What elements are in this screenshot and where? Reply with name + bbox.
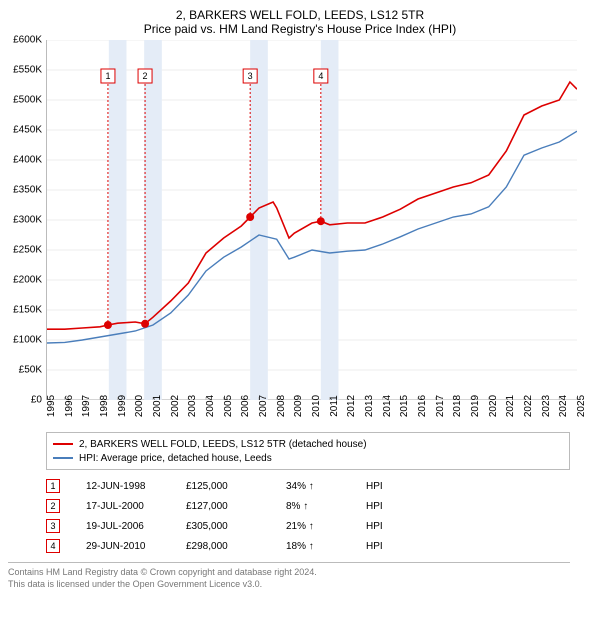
event-note: HPI <box>366 501 383 512</box>
x-axis-label: 2014 <box>382 395 393 417</box>
chart-title-line1: 2, BARKERS WELL FOLD, LEEDS, LS12 5TR <box>0 0 600 22</box>
marker-dot <box>104 321 112 329</box>
event-date: 19-JUL-2006 <box>86 521 166 532</box>
y-axis-label: £0 <box>31 395 42 406</box>
event-note: HPI <box>366 481 383 492</box>
y-axis-label: £400K <box>13 155 42 166</box>
event-date: 29-JUN-2010 <box>86 541 166 552</box>
y-axis-label: £50K <box>19 365 42 376</box>
plot-area: 1 2 3 4 <box>46 40 576 400</box>
x-axis-label: 2015 <box>399 395 410 417</box>
marker-badge: 1 <box>105 71 110 81</box>
legend-swatch <box>53 457 73 459</box>
event-delta: 8% ↑ <box>286 501 346 512</box>
marker-dot <box>317 217 325 225</box>
legend-row: HPI: Average price, detached house, Leed… <box>53 451 563 465</box>
event-badge: 1 <box>46 479 60 493</box>
event-delta: 21% ↑ <box>286 521 346 532</box>
x-axis: 1995199619971998199920002001200220032004… <box>46 400 576 430</box>
x-axis-label: 2002 <box>170 395 181 417</box>
x-axis-label: 2004 <box>205 395 216 417</box>
x-axis-label: 2024 <box>558 395 569 417</box>
event-row: 2 17-JUL-2000 £127,000 8% ↑ HPI <box>46 496 570 516</box>
event-delta: 34% ↑ <box>286 481 346 492</box>
x-axis-label: 1997 <box>81 395 92 417</box>
x-axis-label: 2025 <box>576 395 587 417</box>
marker-dot <box>246 213 254 221</box>
events-table: 1 12-JUN-1998 £125,000 34% ↑ HPI 2 17-JUL-2000… <box>46 476 570 556</box>
x-axis-label: 2009 <box>293 395 304 417</box>
plot-svg: 1 2 3 4 <box>47 40 577 400</box>
x-axis-label: 2001 <box>152 395 163 417</box>
event-price: £127,000 <box>186 501 266 512</box>
x-axis-label: 1995 <box>46 395 57 417</box>
footer: Contains HM Land Registry data © Crown c… <box>8 562 570 590</box>
x-axis-label: 2020 <box>488 395 499 417</box>
event-row: 4 29-JUN-2010 £298,000 18% ↑ HPI <box>46 536 570 556</box>
event-date: 17-JUL-2000 <box>86 501 166 512</box>
y-axis-label: £350K <box>13 185 42 196</box>
x-axis-label: 2019 <box>470 395 481 417</box>
event-badge: 2 <box>46 499 60 513</box>
event-badge: 3 <box>46 519 60 533</box>
marker-badge: 4 <box>318 71 323 81</box>
event-date: 12-JUN-1998 <box>86 481 166 492</box>
legend-row: 2, BARKERS WELL FOLD, LEEDS, LS12 5TR (d… <box>53 437 563 451</box>
x-axis-label: 2022 <box>523 395 534 417</box>
legend: 2, BARKERS WELL FOLD, LEEDS, LS12 5TR (d… <box>46 432 570 470</box>
marker-badge: 3 <box>248 71 253 81</box>
x-axis-label: 1996 <box>64 395 75 417</box>
footer-line2: This data is licensed under the Open Gov… <box>8 579 570 591</box>
x-axis-label: 2010 <box>311 395 322 417</box>
x-axis-label: 1998 <box>99 395 110 417</box>
x-axis-label: 2005 <box>223 395 234 417</box>
event-price: £125,000 <box>186 481 266 492</box>
y-axis-label: £250K <box>13 245 42 256</box>
event-row: 3 19-JUL-2006 £305,000 21% ↑ HPI <box>46 516 570 536</box>
event-delta: 18% ↑ <box>286 541 346 552</box>
chart-container: 2, BARKERS WELL FOLD, LEEDS, LS12 5TR Pr… <box>0 0 600 590</box>
legend-label: HPI: Average price, detached house, Leed… <box>79 453 272 464</box>
x-axis-label: 2018 <box>452 395 463 417</box>
event-row: 1 12-JUN-1998 £125,000 34% ↑ HPI <box>46 476 570 496</box>
event-note: HPI <box>366 521 383 532</box>
y-axis-label: £300K <box>13 215 42 226</box>
event-badge: 4 <box>46 539 60 553</box>
x-axis-label: 2003 <box>187 395 198 417</box>
legend-swatch <box>53 443 73 445</box>
x-axis-label: 2008 <box>276 395 287 417</box>
event-price: £305,000 <box>186 521 266 532</box>
y-axis-label: £500K <box>13 95 42 106</box>
y-axis-label: £100K <box>13 335 42 346</box>
y-axis-label: £450K <box>13 125 42 136</box>
y-axis-label: £150K <box>13 305 42 316</box>
event-price: £298,000 <box>186 541 266 552</box>
marker-dot <box>141 320 149 328</box>
y-axis-label: £200K <box>13 275 42 286</box>
chart-title-line2: Price paid vs. HM Land Registry's House … <box>0 22 600 40</box>
x-axis-label: 2016 <box>417 395 428 417</box>
y-axis-label: £550K <box>13 65 42 76</box>
x-axis-label: 2000 <box>134 395 145 417</box>
event-note: HPI <box>366 541 383 552</box>
x-axis-label: 2017 <box>435 395 446 417</box>
y-axis-label: £600K <box>13 35 42 46</box>
legend-label: 2, BARKERS WELL FOLD, LEEDS, LS12 5TR (d… <box>79 439 367 450</box>
x-axis-label: 2011 <box>329 395 340 417</box>
y-axis: £0£50K£100K£150K£200K£250K£300K£350K£400… <box>0 40 46 400</box>
x-axis-label: 2021 <box>505 395 516 417</box>
chart-area: £0 £50K £100K £150K £200K £250K £300K £350K £400… <box>0 40 600 430</box>
x-axis-label: 2012 <box>346 395 357 417</box>
x-axis-label: 2023 <box>541 395 552 417</box>
x-axis-label: 1999 <box>117 395 128 417</box>
x-axis-label: 2007 <box>258 395 269 417</box>
x-axis-label: 2013 <box>364 395 375 417</box>
footer-line1: Contains HM Land Registry data © Crown c… <box>8 567 570 579</box>
x-axis-label: 2006 <box>240 395 251 417</box>
marker-badge: 2 <box>143 71 148 81</box>
